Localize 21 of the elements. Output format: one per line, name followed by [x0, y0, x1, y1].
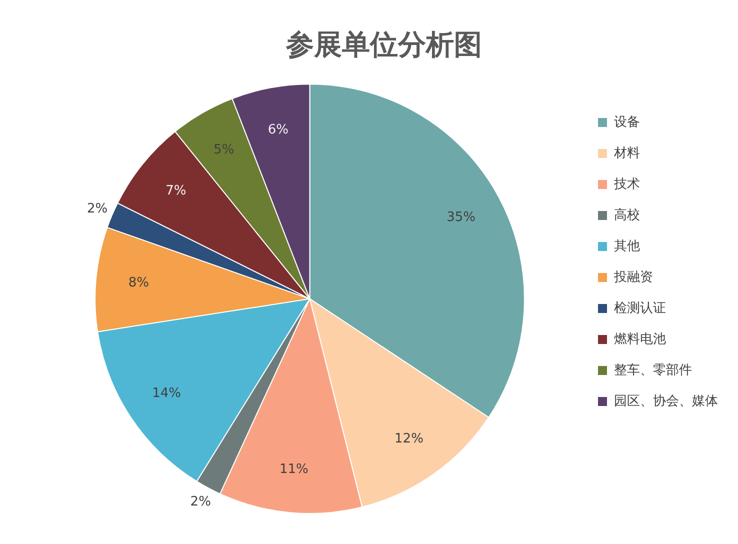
data-label: 12% — [394, 431, 424, 446]
data-label: 5% — [214, 142, 234, 158]
data-label: 7% — [166, 183, 186, 198]
legend-label: 技术 — [613, 176, 640, 192]
legend-label: 园区、协会、媒体 — [614, 394, 718, 409]
legend-label: 高校 — [614, 206, 640, 223]
legend-label: 投融资 — [613, 270, 653, 285]
legend-label: 检测认证 — [614, 300, 666, 316]
legend-label: 材料 — [613, 146, 640, 161]
data-label: 2% — [190, 494, 211, 510]
data-label: 11% — [279, 462, 308, 478]
data-label: 6% — [268, 122, 288, 138]
data-label: 8% — [128, 275, 150, 290]
data-label: 35% — [446, 210, 476, 225]
legend-label: 其他 — [614, 238, 640, 254]
chart-title: 参展单位分析图 — [285, 28, 482, 62]
data-label: 2% — [86, 201, 108, 216]
legend-label: 设备 — [614, 114, 640, 130]
legend-label: 燃料电池 — [614, 332, 666, 347]
data-label: 14% — [152, 386, 182, 402]
legend-label: 整车、零部件 — [614, 362, 692, 378]
